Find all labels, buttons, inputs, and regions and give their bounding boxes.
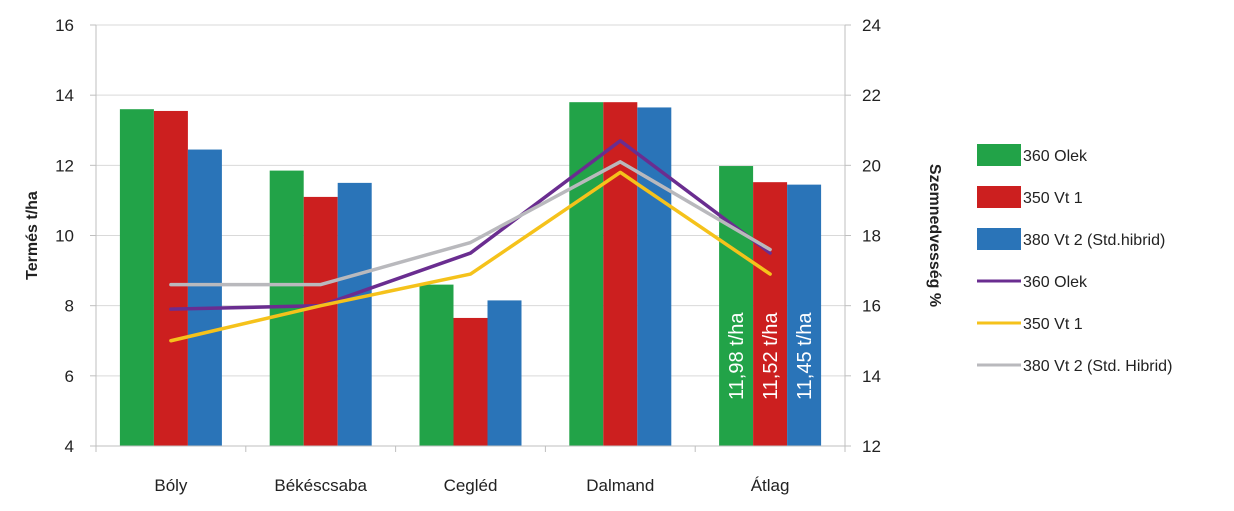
left-tick-label: 12 <box>55 156 74 175</box>
legend-label: 360 Olek <box>1023 274 1088 291</box>
category-label: Dalmand <box>586 476 654 495</box>
right-tick-label: 18 <box>862 227 881 246</box>
left-tick-label: 4 <box>65 437 74 456</box>
legend-swatch <box>977 228 1021 250</box>
bar <box>753 182 788 446</box>
bars-layer <box>119 102 822 447</box>
left-axis-title: Termés t/ha <box>24 191 41 280</box>
bar <box>303 196 338 446</box>
category-label: Átlag <box>751 476 790 495</box>
legend-swatch <box>977 186 1021 208</box>
left-tick-label: 10 <box>55 227 74 246</box>
lines-layer <box>169 139 772 343</box>
right-tick-label: 12 <box>862 437 881 456</box>
bar <box>603 102 638 446</box>
bar-value-label: 11,52 t/ha <box>760 312 782 400</box>
right-tick-label: 14 <box>862 367 881 386</box>
legend-label: 380 Vt 2 (Std. Hibrid) <box>1023 358 1172 375</box>
bar-value-label: 11,98 t/ha <box>726 312 748 400</box>
legend-label: 350 Vt 1 <box>1023 190 1083 207</box>
category-label: Cegléd <box>444 476 498 495</box>
labels-layer: 11,98 t/ha 11,52 t/ha 11,45 t/ha <box>726 312 816 400</box>
left-tick-label: 14 <box>55 86 74 105</box>
bar-value-label: 11,45 t/ha <box>794 312 816 400</box>
legend-label: 360 Olek <box>1023 148 1088 165</box>
right-tick-label: 24 <box>862 16 881 35</box>
series-line <box>169 139 772 311</box>
series-line <box>169 160 772 287</box>
legend-label: 380 Vt 2 (Std.hibrid) <box>1023 232 1165 249</box>
bar <box>637 107 672 446</box>
legend-swatch <box>977 144 1021 166</box>
category-label: Békéscsaba <box>274 476 367 495</box>
bar <box>719 166 754 446</box>
bar <box>187 149 222 446</box>
right-axis-title: Szemnedvesség % <box>926 164 943 307</box>
category-label: Bóly <box>154 476 188 495</box>
legend-label: 350 Vt 1 <box>1023 316 1083 333</box>
bar <box>787 184 822 447</box>
bar <box>569 102 604 446</box>
bar <box>487 300 522 446</box>
left-tick-label: 6 <box>65 367 74 386</box>
axes-layer: 4 6 8 10 12 14 16 12 14 16 18 20 22 24 Bóly Békéscsaba C… <box>24 16 943 495</box>
left-tick-label: 8 <box>65 297 74 316</box>
bar <box>153 110 188 447</box>
right-tick-label: 16 <box>862 297 881 316</box>
legend-layer: 360 Olek 350 Vt 1 380 Vt 2 (Std.hibrid) 360… <box>977 144 1172 375</box>
bar <box>419 284 454 446</box>
bar <box>119 109 154 446</box>
right-tick-label: 20 <box>862 156 881 175</box>
bar <box>337 182 372 446</box>
left-tick-label: 16 <box>55 16 74 35</box>
right-tick-label: 22 <box>862 86 881 105</box>
series-line <box>169 170 772 343</box>
bar <box>453 317 488 446</box>
